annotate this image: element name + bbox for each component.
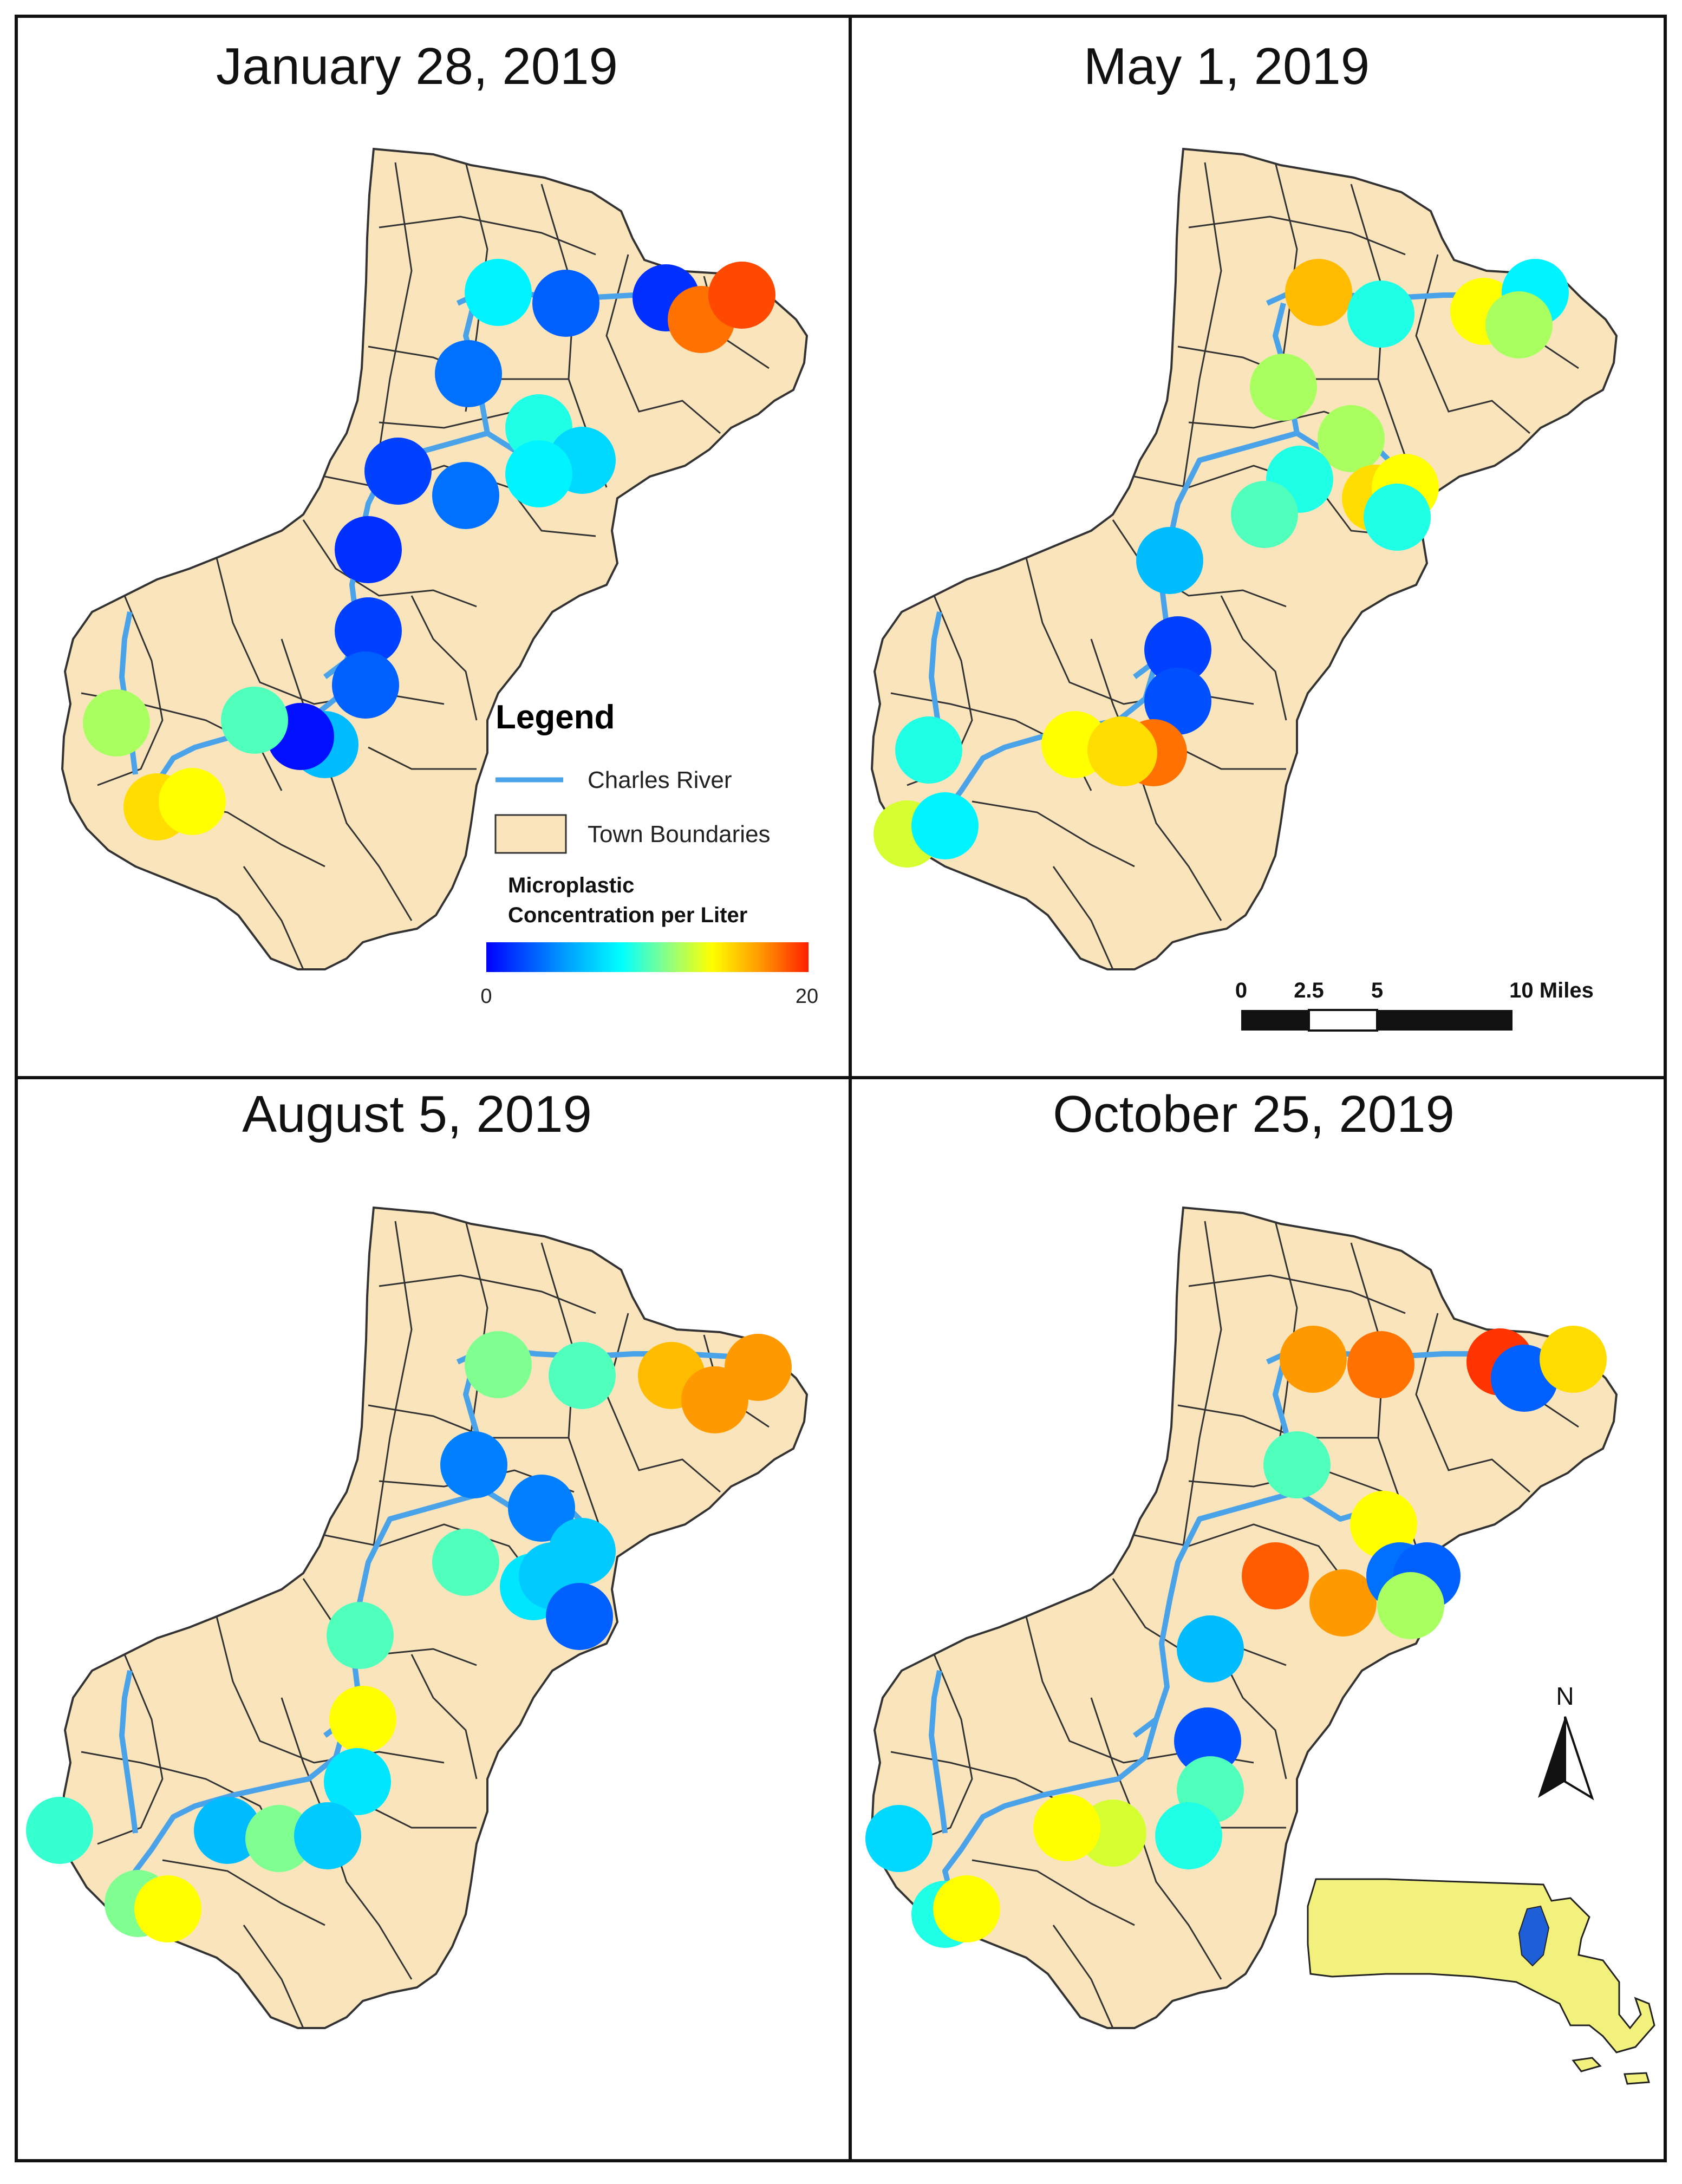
sample-dots bbox=[83, 259, 775, 840]
sample-site-10 bbox=[364, 438, 432, 505]
sample-site-7 bbox=[1318, 405, 1385, 472]
legend-scale-title-1: Microplastic bbox=[508, 873, 634, 897]
sample-site-16 bbox=[26, 1797, 93, 1864]
sample-site-1 bbox=[1280, 1326, 1347, 1393]
sample-site-13 bbox=[1177, 1615, 1244, 1683]
panel-may: May 1, 2019 bbox=[872, 37, 1616, 969]
color-ramp-max: 20 bbox=[796, 985, 818, 1008]
sample-site-13 bbox=[327, 1602, 394, 1669]
sample-site-15 bbox=[1144, 668, 1211, 735]
sample-site-20 bbox=[221, 687, 288, 754]
sample-dots bbox=[26, 1331, 792, 1942]
sample-site-21 bbox=[134, 1875, 201, 1942]
legend-town-label: Town Boundaries bbox=[588, 821, 771, 847]
sample-site-12 bbox=[1231, 481, 1298, 548]
legend-town-swatch bbox=[494, 814, 567, 854]
north-arrow: N bbox=[1538, 1682, 1594, 1801]
scale-seg-3 bbox=[1377, 1010, 1513, 1031]
legend: Legend Charles River Town Boundaries Mic… bbox=[480, 699, 818, 1008]
sample-site-6 bbox=[440, 1431, 507, 1498]
sample-site-2 bbox=[1347, 1331, 1414, 1398]
sample-site-16 bbox=[1155, 1802, 1222, 1869]
legend-scale-title-2: Concentration per Liter bbox=[508, 903, 747, 927]
scale-bar: 0 2.5 5 10 Miles bbox=[1235, 979, 1594, 1032]
study-area-highlight bbox=[1518, 1905, 1550, 1967]
panel-title: August 5, 2019 bbox=[242, 1085, 592, 1143]
sample-site-14 bbox=[332, 651, 399, 719]
sample-site-7 bbox=[1350, 1491, 1417, 1558]
sample-dots bbox=[873, 259, 1569, 868]
sample-site-2 bbox=[532, 270, 599, 337]
sample-site-11 bbox=[432, 462, 499, 529]
sample-site-14 bbox=[1144, 616, 1211, 683]
sample-site-8 bbox=[1242, 1542, 1309, 1609]
sample-site-6 bbox=[1250, 354, 1317, 421]
sample-site-7 bbox=[508, 1475, 575, 1542]
panel-frame-bottom-right bbox=[849, 1076, 1667, 2162]
sample-site-6 bbox=[435, 340, 502, 407]
sample-site-5 bbox=[725, 1334, 792, 1401]
sample-site-9 bbox=[505, 440, 572, 507]
sample-site-18 bbox=[1033, 1794, 1100, 1861]
scale-label-5: 5 bbox=[1371, 979, 1383, 1002]
sample-site-19 bbox=[159, 768, 226, 835]
scale-seg-1 bbox=[1241, 1010, 1309, 1031]
sample-site-19 bbox=[865, 1805, 933, 1872]
sample-site-6 bbox=[1263, 1431, 1331, 1498]
panel-august: August 5, 2019 bbox=[26, 1085, 807, 2028]
scale-label-2-5: 2.5 bbox=[1294, 979, 1324, 1002]
sample-site-17 bbox=[83, 689, 150, 757]
sample-site-9 bbox=[432, 1529, 499, 1596]
panel-title: January 28, 2019 bbox=[216, 37, 618, 95]
panel-title: May 1, 2019 bbox=[1084, 37, 1370, 95]
north-arrow-icon bbox=[1538, 1717, 1565, 1798]
sample-site-12 bbox=[546, 1583, 613, 1650]
massachusetts-island bbox=[1572, 2057, 1602, 2072]
color-ramp bbox=[486, 942, 809, 972]
sample-site-14 bbox=[1174, 1707, 1241, 1775]
sample-site-2 bbox=[549, 1342, 616, 1409]
sample-site-1 bbox=[465, 1331, 532, 1398]
sample-site-21 bbox=[933, 1875, 1000, 1942]
north-label: N bbox=[1556, 1682, 1574, 1710]
sample-site-12 bbox=[335, 516, 402, 583]
sample-site-5 bbox=[708, 262, 775, 329]
sample-site-1 bbox=[465, 259, 532, 326]
sample-site-22 bbox=[1087, 716, 1155, 784]
sample-dots bbox=[865, 1326, 1607, 1948]
scale-label-0: 0 bbox=[1235, 979, 1247, 1002]
sample-site-13 bbox=[1136, 527, 1203, 594]
sample-site-2 bbox=[1347, 281, 1414, 348]
sample-site-21 bbox=[911, 792, 979, 859]
sample-site-20 bbox=[294, 1802, 361, 1869]
sample-site-12 bbox=[1377, 1572, 1444, 1639]
sample-site-13 bbox=[335, 597, 402, 664]
sample-site-15 bbox=[324, 1748, 391, 1815]
color-ramp-min: 0 bbox=[480, 985, 492, 1008]
scale-seg-2 bbox=[1308, 1009, 1378, 1032]
panel-october: October 25, 2019 bbox=[865, 1085, 1616, 2028]
legend-river-label: Charles River bbox=[588, 767, 732, 793]
legend-title: Legend bbox=[496, 699, 615, 736]
sample-site-19 bbox=[245, 1805, 312, 1872]
sample-site-14 bbox=[329, 1686, 396, 1753]
massachusetts-locator-map bbox=[1307, 1878, 1655, 2085]
panel-january: January 28, 2019 bbox=[62, 37, 807, 969]
sample-site-5 bbox=[1485, 291, 1553, 358]
sample-site-19 bbox=[895, 716, 962, 784]
sample-site-10 bbox=[1364, 484, 1431, 551]
panel-frames bbox=[15, 15, 1667, 2162]
sample-site-1 bbox=[1285, 259, 1352, 326]
sample-site-18 bbox=[194, 1797, 261, 1864]
scale-label-10: 10 Miles bbox=[1509, 979, 1594, 1002]
sample-site-5 bbox=[1540, 1326, 1607, 1393]
sample-site-9 bbox=[1309, 1569, 1377, 1637]
massachusetts-shape bbox=[1307, 1878, 1655, 2053]
panel-title: October 25, 2019 bbox=[1053, 1085, 1455, 1143]
